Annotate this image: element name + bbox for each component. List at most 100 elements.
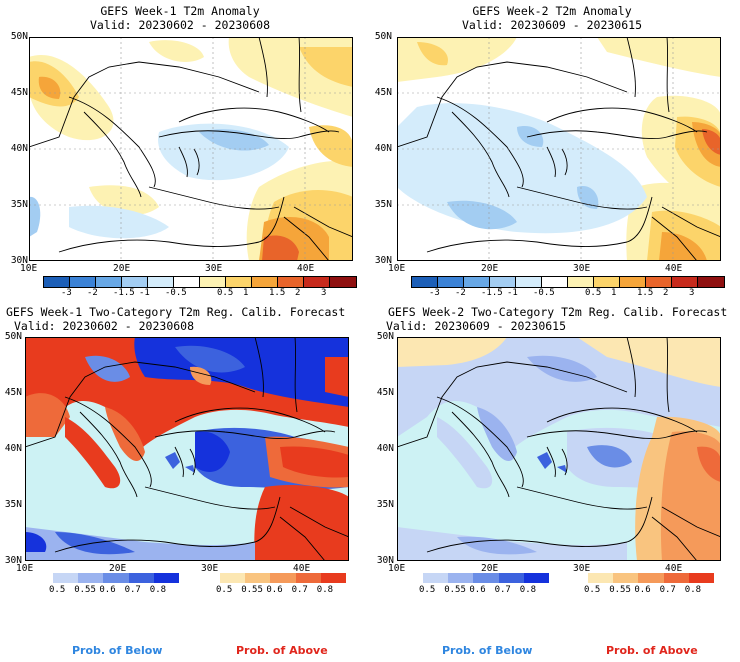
colorbar-tick-label: 0.7 xyxy=(494,585,511,595)
colorbar-swatch xyxy=(103,573,129,583)
lat-label-35n: 35N xyxy=(4,499,22,510)
probability-map-week1 xyxy=(25,337,349,561)
colorbar-swatch xyxy=(200,277,226,287)
colorbar-tick-label: 0.8 xyxy=(684,585,702,595)
colorbar-swatch xyxy=(245,573,271,583)
lon-label-20e: 20E xyxy=(481,263,499,274)
colorbar-tick-label: 0.5 xyxy=(584,585,601,595)
colorbar-tick-label: 0.55 xyxy=(241,585,263,595)
colorbar-swatch xyxy=(96,277,122,287)
colorbar-swatch xyxy=(270,573,296,583)
anomaly-map-week2 xyxy=(397,37,721,261)
colorbar-tick-label: 0.8 xyxy=(519,585,537,595)
colorbar-swatch xyxy=(523,573,549,583)
colorbar-swatch xyxy=(148,277,174,287)
colorbar-swatch xyxy=(174,277,200,287)
colorbar-swatch xyxy=(613,573,639,583)
anomaly-colorbar xyxy=(43,276,357,288)
anomaly-colorbar-labels: -3 -2 -1.5 -1 -0.5 0.5 1 1.5 2 3 xyxy=(43,288,355,300)
colorbar-swatch xyxy=(295,573,321,583)
colorbar-swatch xyxy=(698,277,724,287)
lat-label-40n: 40N xyxy=(4,443,22,454)
panel-valid-dates: Valid: 20230609 - 20230615 xyxy=(461,18,642,32)
prob-above-colorbar-labels: 0.5 0.55 0.6 0.7 0.8 xyxy=(584,585,714,597)
colorbar-swatch xyxy=(663,573,689,583)
colorbar-swatch xyxy=(568,277,594,287)
prob-above-colorbar-labels: 0.5 0.55 0.6 0.7 0.8 xyxy=(216,585,346,597)
colorbar-tick-label: -1.5 xyxy=(113,288,135,298)
colorbar-tick-label: 0.55 xyxy=(609,585,631,595)
lat-label-40n: 40N xyxy=(10,143,28,154)
lat-label-50n: 50N xyxy=(10,31,28,42)
colorbar-swatch xyxy=(588,573,614,583)
colorbar-swatch xyxy=(252,277,278,287)
colorbar-tick-label: 0.7 xyxy=(124,585,141,595)
colorbar-tick-label: 0.6 xyxy=(469,585,486,595)
colorbar-tick-label: 0.7 xyxy=(659,585,676,595)
colorbar-tick-label: 0.7 xyxy=(291,585,308,595)
colorbar-swatch xyxy=(70,277,96,287)
colorbar-swatch xyxy=(594,277,620,287)
colorbar-swatch xyxy=(53,573,79,583)
colorbar-swatch xyxy=(44,277,70,287)
lat-label-45n: 45N xyxy=(374,87,392,98)
colorbar-tick-label: 2 xyxy=(295,288,301,298)
colorbar-tick-label: 1.5 xyxy=(269,288,286,298)
colorbar-swatch xyxy=(498,573,524,583)
colorbar-tick-label: 0.55 xyxy=(74,585,96,595)
colorbar-tick-label: -0.5 xyxy=(533,288,555,298)
prob-below-colorbar-labels: 0.5 0.55 0.6 0.7 0.8 xyxy=(49,585,179,597)
lon-label-10e: 10E xyxy=(16,563,34,574)
probability-map-week2 xyxy=(397,337,721,561)
colorbar-swatch xyxy=(226,277,252,287)
colorbar-swatch xyxy=(448,573,474,583)
lat-label-30n: 30N xyxy=(376,555,394,566)
colorbar-swatch xyxy=(516,277,542,287)
colorbar-swatch xyxy=(672,277,698,287)
lat-label-45n: 45N xyxy=(10,87,28,98)
lat-label-30n: 30N xyxy=(4,555,22,566)
colorbar-tick-label: -3 xyxy=(429,288,440,298)
lat-label-50n: 50N xyxy=(4,331,22,342)
colorbar-tick-label: -3 xyxy=(61,288,72,298)
colorbar-tick-label: -1 xyxy=(139,288,150,298)
colorbar-tick-label: 0.6 xyxy=(266,585,283,595)
colorbar-tick-label: 0.5 xyxy=(216,585,233,595)
prob-below-colorbar xyxy=(53,573,179,583)
lon-label-10e: 10E xyxy=(20,263,38,274)
colorbar-swatch xyxy=(153,573,179,583)
lat-label-45n: 45N xyxy=(4,387,22,398)
anomaly-map-week1 xyxy=(29,37,353,261)
panel-valid-dates: Valid: 20230602 - 20230608 xyxy=(89,18,270,32)
lat-label-40n: 40N xyxy=(374,143,392,154)
lon-label-10e: 10E xyxy=(388,263,406,274)
panel-week1-anomaly: GEFS Week-1 T2m Anomaly Valid: 20230602 … xyxy=(0,0,370,300)
lat-label-50n: 50N xyxy=(374,31,392,42)
colorbar-tick-label: 1 xyxy=(611,288,617,298)
lon-label-30e: 30E xyxy=(573,263,591,274)
lon-label-30e: 30E xyxy=(573,563,591,574)
lon-label-40e: 40E xyxy=(665,263,683,274)
colorbar-swatch xyxy=(646,277,672,287)
lat-label-35n: 35N xyxy=(374,199,392,210)
colorbar-swatch xyxy=(423,573,449,583)
colorbar-tick-label: -0.5 xyxy=(165,288,187,298)
prob-below-caption: Prob. of Below xyxy=(72,644,163,657)
colorbar-tick-label: 0.6 xyxy=(634,585,651,595)
lon-label-20e: 20E xyxy=(109,563,127,574)
colorbar-swatch xyxy=(438,277,464,287)
colorbar-tick-label: 3 xyxy=(321,288,327,298)
lat-label-30n: 30N xyxy=(10,255,28,266)
lat-label-50n: 50N xyxy=(376,331,394,342)
colorbar-swatch xyxy=(78,573,104,583)
colorbar-swatch xyxy=(330,277,356,287)
panel-week2-anomaly: GEFS Week-2 T2m Anomaly Valid: 20230609 … xyxy=(370,0,740,300)
colorbar-tick-label: 1.5 xyxy=(637,288,654,298)
colorbar-swatch xyxy=(542,277,568,287)
anomaly-colorbar-labels: -3 -2 -1.5 -1 -0.5 0.5 1 1.5 2 3 xyxy=(411,288,723,300)
lat-label-30n: 30N xyxy=(374,255,392,266)
lon-label-40e: 40E xyxy=(297,263,315,274)
prob-below-colorbar xyxy=(423,573,549,583)
colorbar-swatch xyxy=(412,277,438,287)
lat-label-45n: 45N xyxy=(376,387,394,398)
